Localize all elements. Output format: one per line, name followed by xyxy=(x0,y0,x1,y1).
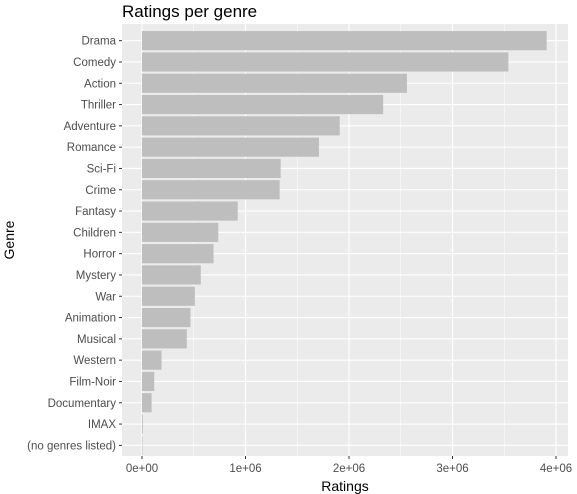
bar-western xyxy=(142,350,162,370)
y-tick-label: Horror xyxy=(83,249,116,261)
x-tick-label: 3e+06 xyxy=(436,463,468,475)
bar-horror xyxy=(142,244,214,264)
y-tick-label: Romance xyxy=(67,142,116,154)
bar-fantasy xyxy=(142,201,238,221)
chart-title: Ratings per genre xyxy=(122,2,257,21)
y-tick-label: Thriller xyxy=(81,100,116,112)
y-tick-label: Sci-Fi xyxy=(87,163,116,175)
bar-action xyxy=(142,73,407,93)
bar-no-genres-listed xyxy=(142,435,143,455)
bar-crime xyxy=(142,180,280,200)
bar-thriller xyxy=(142,94,384,115)
y-tick-label: Musical xyxy=(77,334,116,346)
y-tick-label: War xyxy=(95,291,116,303)
x-tick-label: 2e+06 xyxy=(333,463,365,475)
y-axis-title: Genre xyxy=(1,220,17,259)
bar-animation xyxy=(142,307,191,328)
bar-adventure xyxy=(142,116,340,136)
bar-comedy xyxy=(142,52,509,72)
y-tick-label: (no genres listed) xyxy=(27,440,116,452)
bar-musical xyxy=(142,329,187,349)
bar-romance xyxy=(142,137,319,157)
bar-drama xyxy=(142,31,547,51)
y-tick-label: IMAX xyxy=(88,419,116,431)
y-tick-label: Animation xyxy=(65,313,116,325)
y-tick-label: Children xyxy=(73,227,116,239)
y-tick-label: Action xyxy=(84,78,116,90)
bar-imax xyxy=(142,414,143,434)
bars xyxy=(142,31,547,455)
y-tick-label: Adventure xyxy=(64,121,116,133)
bar-children xyxy=(142,222,219,242)
y-tick-label: Comedy xyxy=(73,57,116,69)
y-tick-label: Mystery xyxy=(76,270,117,282)
x-tick-label: 1e+06 xyxy=(229,463,261,475)
y-tick-label: Western xyxy=(73,355,116,367)
y-axis: Drama Comedy Action Thriller Adventure Romanc… xyxy=(27,36,122,452)
y-tick-label: Crime xyxy=(85,185,116,197)
x-tick-label: 4e+06 xyxy=(540,463,572,475)
y-tick-label: Film-Noir xyxy=(69,376,116,388)
bar-sci-fi xyxy=(142,158,281,179)
x-tick-label: 0e+00 xyxy=(126,463,158,475)
y-tick-label: Fantasy xyxy=(75,206,116,218)
x-axis-title: Ratings xyxy=(321,478,368,494)
bar-film-noir xyxy=(142,371,155,392)
bar-documentary xyxy=(142,393,152,413)
x-axis: 0e+00 1e+06 2e+06 3e+06 4e+06 xyxy=(126,456,572,475)
y-tick-label: Documentary xyxy=(48,398,117,410)
y-tick-label: Drama xyxy=(81,36,116,48)
bar-war xyxy=(142,286,195,306)
bar-mystery xyxy=(142,265,201,285)
